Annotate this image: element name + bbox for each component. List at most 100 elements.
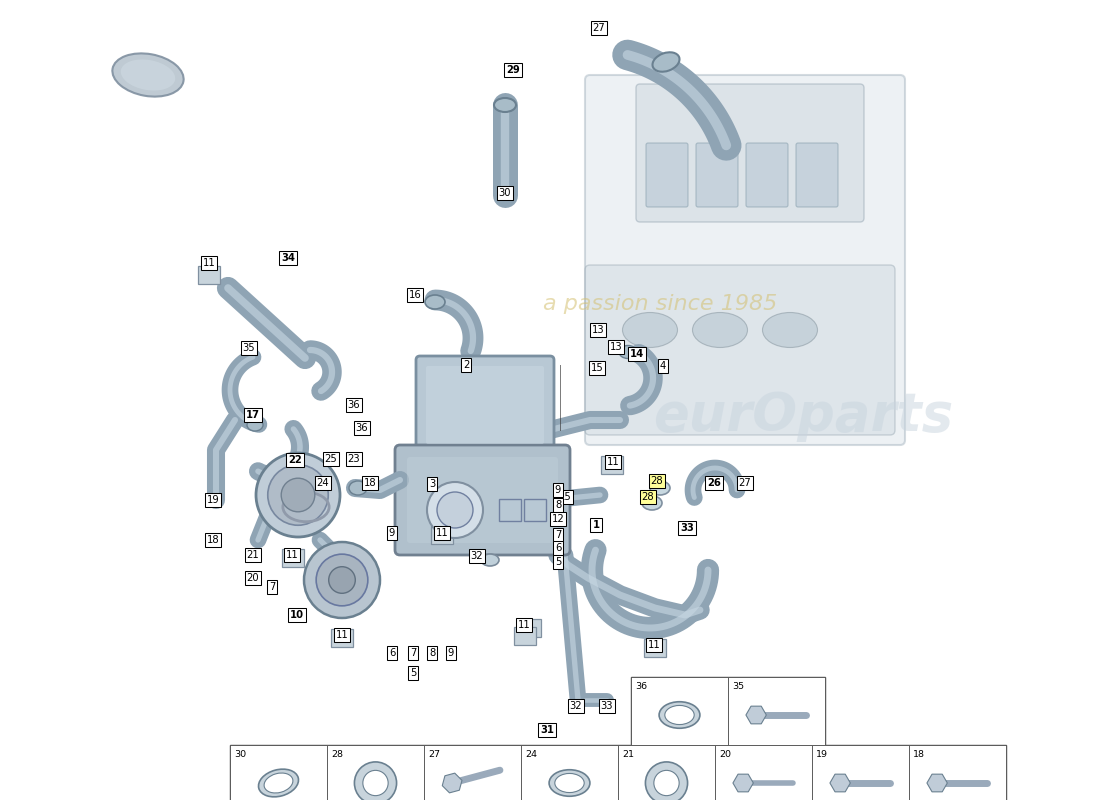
Text: 18: 18: [913, 750, 925, 759]
Bar: [327, 745, 424, 800]
Text: 11: 11: [518, 620, 530, 630]
Text: 15: 15: [591, 363, 604, 373]
Text: 10: 10: [290, 610, 304, 620]
FancyBboxPatch shape: [519, 619, 541, 637]
Ellipse shape: [248, 419, 263, 431]
Circle shape: [646, 762, 688, 800]
Ellipse shape: [659, 702, 700, 728]
Text: 2: 2: [463, 360, 470, 370]
Ellipse shape: [481, 554, 499, 566]
Text: 29: 29: [506, 65, 520, 75]
Text: 11: 11: [606, 457, 619, 467]
Text: 27: 27: [738, 478, 751, 488]
Text: 20: 20: [719, 750, 732, 759]
Ellipse shape: [258, 769, 298, 797]
Text: 11: 11: [286, 550, 298, 560]
Bar: [631, 677, 825, 745]
Text: 21: 21: [246, 550, 260, 560]
Text: 5: 5: [410, 668, 416, 678]
Text: 31: 31: [540, 725, 554, 735]
Text: 14: 14: [630, 349, 645, 359]
FancyBboxPatch shape: [524, 499, 546, 521]
Text: 11: 11: [336, 630, 349, 640]
Text: 18: 18: [364, 478, 376, 488]
Text: 24: 24: [317, 478, 329, 488]
FancyBboxPatch shape: [331, 629, 353, 647]
Text: 36: 36: [355, 423, 368, 433]
Text: 35: 35: [243, 343, 255, 353]
FancyBboxPatch shape: [395, 445, 570, 555]
Ellipse shape: [121, 59, 175, 90]
FancyBboxPatch shape: [646, 143, 688, 207]
Ellipse shape: [693, 313, 748, 347]
Text: 3: 3: [429, 479, 436, 489]
Text: 19: 19: [816, 750, 828, 759]
Text: 30: 30: [498, 188, 512, 198]
Circle shape: [282, 478, 315, 512]
Circle shape: [354, 762, 397, 800]
Bar: [909, 745, 1006, 800]
Ellipse shape: [652, 52, 680, 72]
Text: 11: 11: [648, 640, 660, 650]
FancyBboxPatch shape: [636, 84, 864, 222]
FancyBboxPatch shape: [746, 143, 788, 207]
Ellipse shape: [425, 295, 446, 309]
Bar: [230, 745, 1006, 800]
Text: 5: 5: [554, 557, 561, 567]
Text: 12: 12: [551, 514, 564, 524]
Bar: [424, 745, 521, 800]
Text: 11: 11: [436, 528, 449, 538]
Ellipse shape: [664, 706, 694, 725]
Text: 28: 28: [651, 476, 663, 486]
Text: 22: 22: [288, 455, 301, 465]
FancyBboxPatch shape: [431, 526, 453, 544]
Text: 23: 23: [348, 454, 361, 464]
Text: 34: 34: [280, 253, 295, 263]
Ellipse shape: [112, 54, 184, 97]
Circle shape: [363, 770, 388, 796]
Polygon shape: [733, 774, 754, 792]
Text: 9: 9: [388, 528, 395, 538]
Text: 30: 30: [234, 750, 246, 759]
Ellipse shape: [762, 313, 817, 347]
Ellipse shape: [623, 313, 678, 347]
Text: 32: 32: [570, 701, 582, 711]
Text: 13: 13: [592, 325, 604, 335]
Text: 25: 25: [324, 454, 338, 464]
Text: 36: 36: [635, 682, 647, 691]
FancyBboxPatch shape: [198, 266, 220, 284]
FancyBboxPatch shape: [696, 143, 738, 207]
Text: 19: 19: [207, 495, 219, 505]
Bar: [618, 745, 715, 800]
Text: 6: 6: [388, 648, 395, 658]
FancyBboxPatch shape: [796, 143, 838, 207]
Text: 6: 6: [554, 543, 561, 553]
Polygon shape: [442, 773, 462, 793]
Text: 18: 18: [207, 535, 219, 545]
Circle shape: [437, 492, 473, 528]
Text: 7: 7: [554, 530, 561, 540]
Ellipse shape: [554, 774, 584, 793]
FancyBboxPatch shape: [585, 265, 895, 435]
Text: 15: 15: [559, 492, 571, 502]
Text: 1: 1: [593, 520, 600, 530]
Polygon shape: [829, 774, 850, 792]
Text: 28: 28: [641, 492, 654, 502]
Ellipse shape: [650, 481, 670, 495]
Text: 13: 13: [609, 342, 623, 352]
Circle shape: [653, 770, 679, 796]
Circle shape: [329, 566, 355, 594]
Text: 33: 33: [601, 701, 614, 711]
FancyBboxPatch shape: [416, 356, 554, 454]
Bar: [521, 745, 618, 800]
Text: 33: 33: [680, 523, 694, 533]
Ellipse shape: [642, 496, 662, 510]
FancyBboxPatch shape: [407, 457, 558, 543]
Text: 27: 27: [593, 23, 605, 33]
Text: 16: 16: [408, 290, 421, 300]
Bar: [230, 745, 327, 800]
Text: 26: 26: [707, 478, 721, 488]
Text: 8: 8: [429, 648, 436, 658]
FancyBboxPatch shape: [585, 75, 905, 445]
Text: 4: 4: [660, 361, 667, 371]
